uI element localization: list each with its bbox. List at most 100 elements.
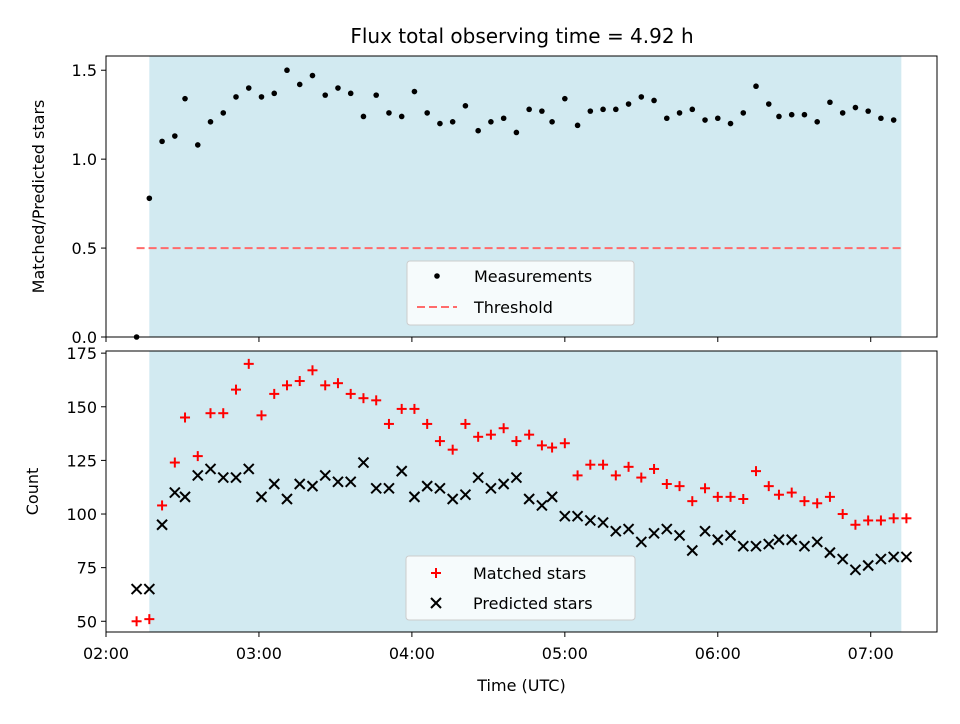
x-stroke bbox=[798, 540, 811, 552]
measurement-point bbox=[347, 90, 354, 97]
matched-star-point bbox=[345, 388, 356, 399]
x-stroke bbox=[204, 463, 217, 475]
x-stroke bbox=[370, 482, 382, 494]
matched-star-point bbox=[473, 431, 484, 442]
predicted-star-point bbox=[192, 469, 204, 482]
y-tick-label: 0.5 bbox=[72, 239, 97, 258]
y-tick-label: 1.5 bbox=[72, 61, 97, 80]
measurement-point bbox=[776, 113, 782, 120]
predicted-star-point bbox=[243, 463, 255, 475]
predicted-star-point bbox=[370, 482, 382, 494]
x-stroke bbox=[268, 478, 280, 490]
matched-star-point bbox=[712, 491, 723, 502]
measurement-point bbox=[676, 110, 683, 116]
measurement-point bbox=[865, 108, 871, 114]
x-stroke bbox=[217, 471, 229, 484]
measurement-point bbox=[424, 110, 430, 116]
matched-star-point bbox=[231, 384, 242, 395]
matched-star-point bbox=[649, 463, 660, 474]
x-stroke bbox=[622, 523, 635, 535]
x-stroke bbox=[332, 476, 344, 488]
matched-star-point bbox=[131, 616, 142, 627]
predicted-star-point bbox=[255, 491, 268, 503]
measurement-point bbox=[638, 94, 645, 100]
measurement-point bbox=[663, 115, 670, 122]
x-stroke bbox=[635, 536, 648, 548]
predicted-star-point bbox=[217, 471, 229, 484]
predicted-star-point bbox=[383, 482, 395, 494]
matched-star-point bbox=[799, 496, 810, 507]
predicted-star-point bbox=[584, 514, 597, 527]
matched-star-point bbox=[687, 496, 698, 507]
predicted-star-point bbox=[597, 516, 609, 529]
x-stroke bbox=[750, 540, 762, 552]
x-stroke bbox=[724, 529, 737, 542]
x-stroke bbox=[875, 553, 887, 565]
matched-star-point bbox=[294, 376, 305, 387]
measurement-point bbox=[488, 119, 494, 125]
matched-star-point bbox=[498, 423, 509, 434]
count-panel: 50 75 100 125 150 175 02:00 03:00 04:00 05:00 06:… bbox=[23, 344, 938, 695]
x-stroke bbox=[900, 551, 913, 563]
matched-star-point bbox=[447, 444, 458, 455]
x-stroke bbox=[319, 469, 331, 482]
predicted-star-point bbox=[143, 583, 156, 595]
matched-star-point bbox=[157, 500, 168, 511]
matched-star-point bbox=[585, 459, 596, 470]
predicted-star-point bbox=[485, 482, 497, 494]
x-stroke bbox=[661, 523, 673, 535]
x-stroke bbox=[811, 536, 823, 548]
measurement-point bbox=[625, 101, 632, 107]
measurement-point bbox=[437, 120, 443, 127]
matched-star-point bbox=[598, 459, 609, 470]
predicted-star-point bbox=[824, 546, 836, 559]
predicted-star-point bbox=[421, 480, 433, 492]
x-stroke bbox=[510, 471, 523, 484]
legend-label: Threshold bbox=[473, 298, 553, 317]
count-legend: Matched stars Predicted stars bbox=[405, 555, 636, 621]
predicted-star-point bbox=[306, 480, 319, 492]
x-stroke bbox=[824, 546, 836, 559]
measurement-point bbox=[462, 102, 469, 109]
matched-star-point bbox=[218, 408, 229, 419]
matched-star-point bbox=[572, 470, 583, 481]
legend-box bbox=[406, 260, 635, 326]
x-stroke bbox=[243, 463, 255, 475]
measurement-point bbox=[852, 104, 859, 111]
measurement-point bbox=[753, 83, 759, 90]
matched-star-point bbox=[332, 378, 343, 389]
measurement-point bbox=[271, 90, 278, 97]
x-tick-label: 06:00 bbox=[695, 644, 741, 663]
measurement-point bbox=[827, 99, 833, 106]
x-stroke bbox=[446, 493, 459, 505]
ratio-axes-frame bbox=[105, 55, 938, 338]
measurement-point bbox=[702, 117, 708, 123]
x-tick-label: 03:00 bbox=[236, 644, 282, 663]
predicted-star-point bbox=[169, 486, 181, 499]
x-stroke bbox=[485, 482, 497, 494]
matched-star-point bbox=[773, 489, 784, 500]
x-stroke bbox=[737, 540, 749, 552]
legend-measurement-marker bbox=[434, 273, 440, 279]
predicted-star-point bbox=[523, 493, 535, 505]
matched-star-point bbox=[610, 470, 621, 481]
matched-star-point bbox=[524, 429, 535, 440]
y-tick-label: 0.0 bbox=[72, 328, 97, 347]
predicted-star-point bbox=[610, 525, 622, 537]
x-stroke bbox=[395, 465, 408, 477]
predicted-star-point bbox=[559, 510, 571, 522]
x-stroke bbox=[169, 486, 181, 499]
x-stroke bbox=[559, 510, 571, 522]
x-stroke bbox=[849, 564, 862, 576]
x-stroke bbox=[686, 544, 698, 557]
x-stroke bbox=[571, 510, 584, 522]
measurement-point bbox=[475, 127, 481, 134]
matched-star-point bbox=[623, 461, 634, 472]
x-tick-label: 04:00 bbox=[389, 644, 435, 663]
predicted-star-point bbox=[459, 489, 472, 501]
measurement-point bbox=[296, 81, 303, 88]
predicted-star-point bbox=[179, 491, 191, 503]
measurement-point bbox=[284, 67, 290, 74]
predicted-star-point bbox=[204, 463, 217, 475]
matched-star-point bbox=[320, 380, 331, 391]
